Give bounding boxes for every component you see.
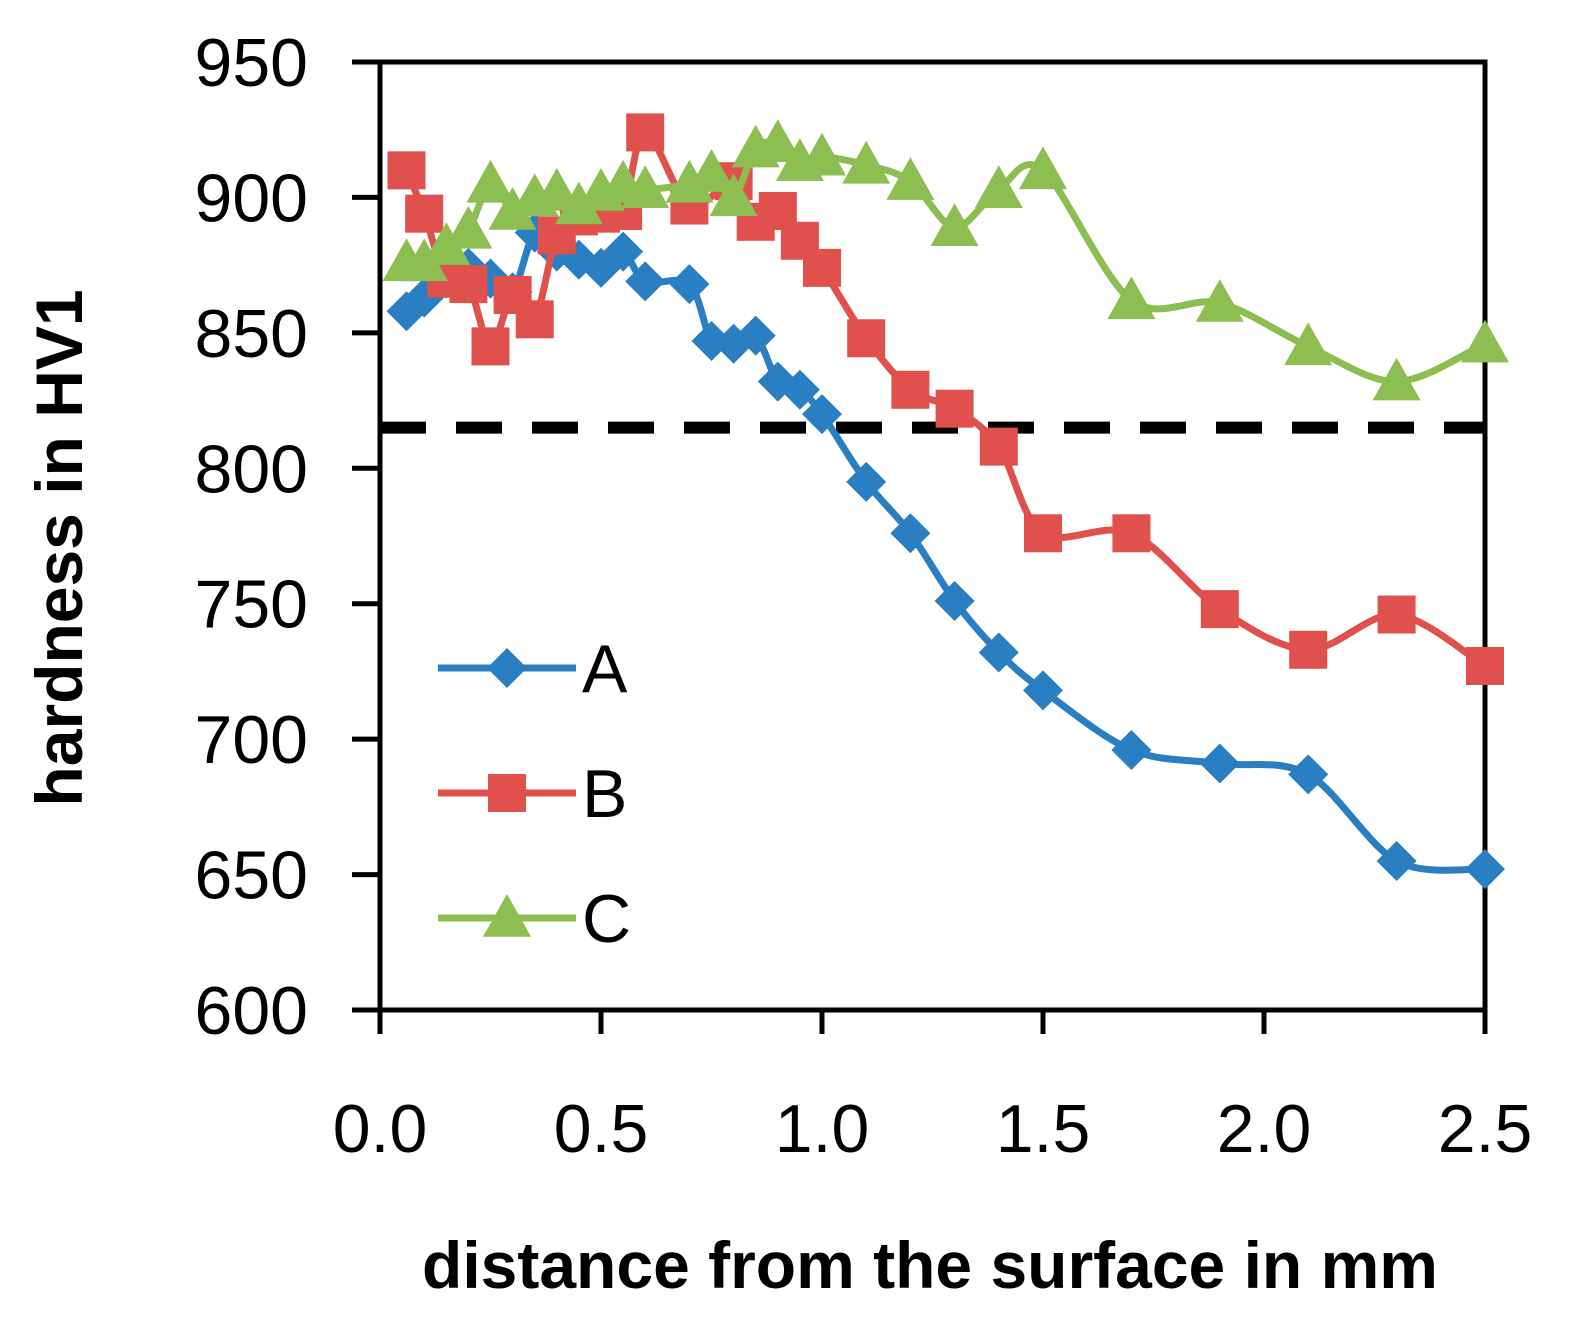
x-axis-ticks: 0.0 0.5 1.0 1.5 2.0 2.5 — [333, 1010, 1533, 1167]
plot-area-frame — [377, 59, 1488, 1013]
data-point-B — [935, 389, 974, 428]
y-axis-title: hardness in HV1 — [22, 289, 96, 806]
data-point-B — [449, 265, 488, 304]
x-axis-title: distance from the surface in mm — [422, 1228, 1438, 1302]
data-point-A — [779, 369, 820, 410]
data-point-C — [466, 159, 515, 203]
data-point-C — [621, 165, 670, 209]
data-point-C — [1019, 146, 1067, 190]
legend-marker-C — [483, 894, 531, 937]
series-layer — [382, 113, 1509, 890]
data-point-A — [890, 513, 931, 554]
data-point-B — [1466, 647, 1504, 686]
data-point-C — [1107, 276, 1156, 320]
data-point-B — [803, 248, 841, 287]
legend-label-C: C — [582, 881, 631, 957]
data-point-A — [1288, 754, 1329, 795]
data-point-B — [1200, 590, 1239, 629]
data-point-A — [934, 581, 975, 622]
x-tick-label: 2.5 — [1438, 1091, 1533, 1167]
data-point-B — [471, 327, 510, 366]
legend-item-B: B — [438, 756, 627, 832]
y-tick-label: 600 — [195, 973, 308, 1049]
y-tick-label: 750 — [195, 567, 308, 643]
legend-label-B: B — [582, 756, 627, 832]
y-tick-label: 950 — [195, 25, 308, 101]
data-point-A — [1023, 670, 1063, 711]
data-point-A — [603, 231, 644, 272]
legend-item-A: A — [438, 631, 628, 707]
data-point-B — [847, 319, 886, 358]
data-point-C — [400, 238, 449, 282]
data-point-A — [1199, 743, 1240, 784]
data-point-B — [1289, 630, 1328, 669]
data-point-C — [886, 157, 935, 200]
legend-label-A: A — [582, 631, 628, 707]
data-point-A — [802, 394, 842, 435]
data-point-C — [665, 159, 714, 203]
data-point-C — [554, 181, 603, 225]
data-point-C — [709, 173, 758, 217]
data-point-A — [978, 632, 1019, 673]
data-point-C — [930, 203, 979, 246]
legend-marker-B — [488, 774, 526, 812]
data-point-A — [1376, 841, 1417, 882]
y-tick-label: 650 — [195, 838, 308, 914]
x-tick-label: 2.0 — [1217, 1091, 1312, 1167]
y-tick-label: 850 — [195, 296, 308, 372]
data-point-B — [979, 427, 1018, 466]
data-point-C — [687, 149, 736, 192]
data-point-A — [735, 315, 776, 356]
series-C — [382, 119, 1509, 401]
data-point-A — [1111, 729, 1152, 770]
y-axis-ticks: 600 650 700 750 800 850 900 950 — [195, 25, 380, 1049]
y-tick-label: 700 — [195, 702, 308, 778]
data-point-C — [488, 186, 537, 230]
data-point-A — [846, 461, 887, 502]
data-point-B — [626, 113, 665, 152]
data-point-B — [1024, 514, 1062, 553]
data-point-B — [1112, 514, 1151, 553]
data-point-B — [405, 194, 444, 233]
x-tick-label: 1.5 — [996, 1091, 1091, 1167]
x-tick-label: 1.0 — [775, 1091, 870, 1167]
x-tick-label: 0.5 — [554, 1091, 649, 1167]
data-point-B — [1377, 595, 1416, 634]
data-point-B — [515, 300, 554, 339]
y-tick-label: 900 — [195, 160, 308, 236]
data-point-C — [1461, 319, 1509, 363]
legend-marker-A — [487, 648, 527, 688]
data-point-B — [387, 151, 426, 190]
legend-item-C: C — [438, 881, 631, 957]
data-point-C — [422, 222, 471, 265]
data-point-A — [625, 261, 666, 302]
y-tick-label: 800 — [195, 431, 308, 507]
data-point-C — [1372, 357, 1421, 401]
data-point-C — [444, 205, 493, 249]
data-point-A — [669, 264, 710, 305]
data-point-C — [753, 119, 802, 162]
data-point-C — [1195, 279, 1244, 322]
data-point-C — [974, 165, 1023, 209]
legend: ABC — [438, 631, 631, 957]
data-point-A — [1465, 849, 1505, 890]
data-point-C — [798, 132, 846, 176]
x-tick-label: 0.0 — [333, 1091, 428, 1167]
data-point-B — [891, 370, 930, 409]
data-point-C — [842, 140, 891, 184]
data-point-C — [1284, 322, 1333, 366]
